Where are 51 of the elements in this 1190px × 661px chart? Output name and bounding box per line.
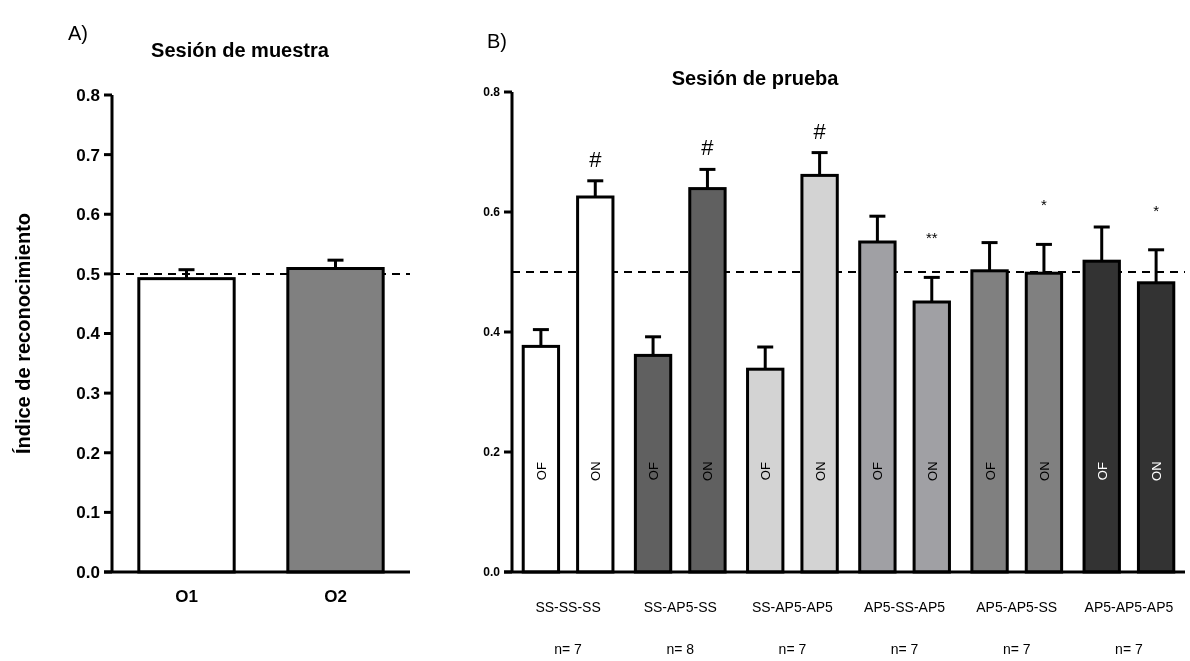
y-tick-label: 0.0 bbox=[76, 562, 100, 582]
series-label: OF bbox=[646, 462, 662, 481]
text: ON bbox=[588, 461, 604, 481]
chart-title: Sesión de muestra bbox=[151, 39, 330, 61]
x-tick-label: AP5-SS-AP5 bbox=[864, 599, 946, 615]
chart-title: Sesión de prueba bbox=[671, 67, 840, 89]
y-tick-label: 0.0 bbox=[483, 565, 501, 580]
y-tick-label: 0.4 bbox=[76, 324, 101, 344]
text: ON bbox=[700, 461, 716, 481]
annotation: # bbox=[701, 135, 715, 161]
y-tick-label: 0.3 bbox=[76, 384, 100, 404]
text: B) bbox=[487, 30, 507, 52]
text: n= 7 bbox=[890, 641, 919, 657]
y-tick-label: 0.6 bbox=[483, 205, 501, 220]
annotation: ** bbox=[925, 229, 938, 247]
x-tick-label: AP5-AP5-SS bbox=[976, 599, 1058, 615]
x-tick-label: O1 bbox=[175, 587, 198, 606]
x-tick-label: SS-SS-SS bbox=[535, 599, 601, 615]
text: ON bbox=[1149, 461, 1165, 481]
text: n= 7 bbox=[1002, 641, 1031, 657]
x-tick-label: O2 bbox=[324, 587, 347, 606]
y-tick-label: 0.8 bbox=[483, 85, 501, 100]
text: A) bbox=[68, 22, 88, 44]
text: OF bbox=[870, 462, 886, 481]
y-tick-label: 0.2 bbox=[76, 443, 100, 463]
text: n= 8 bbox=[666, 641, 695, 657]
x-tick-label: SS-AP5-SS bbox=[643, 599, 717, 615]
text: n= 7 bbox=[554, 641, 583, 657]
y-tick-label: 0.2 bbox=[483, 445, 501, 460]
y-tick-label: 0.6 bbox=[76, 205, 100, 225]
text: OF bbox=[1094, 462, 1110, 481]
annotation: # bbox=[589, 146, 603, 172]
x-tick-label: AP5-AP5-AP5 bbox=[1084, 599, 1174, 615]
series-label: ON bbox=[812, 461, 828, 481]
annotation: * bbox=[1153, 201, 1160, 219]
text: n= 7 bbox=[1115, 641, 1143, 657]
y-tick-label: 0.8 bbox=[76, 85, 100, 105]
text: ON bbox=[924, 461, 940, 481]
x-tick-label: SS-AP5-AP5 bbox=[751, 599, 834, 615]
y-tick-label: 0.4 bbox=[483, 325, 501, 340]
y-axis-title: Índice de reconocimiento bbox=[12, 212, 34, 455]
text: OF bbox=[533, 462, 549, 481]
annotation: * bbox=[1041, 196, 1048, 214]
annotation: # bbox=[813, 118, 827, 144]
text: OF bbox=[982, 462, 998, 481]
text: OF bbox=[758, 462, 774, 481]
text: ON bbox=[1036, 461, 1052, 481]
y-tick-label: 0.1 bbox=[76, 503, 100, 523]
y-tick-label: 0.7 bbox=[76, 145, 100, 165]
y-tick-label: 0.5 bbox=[76, 264, 100, 284]
text: n= 7 bbox=[778, 641, 807, 657]
